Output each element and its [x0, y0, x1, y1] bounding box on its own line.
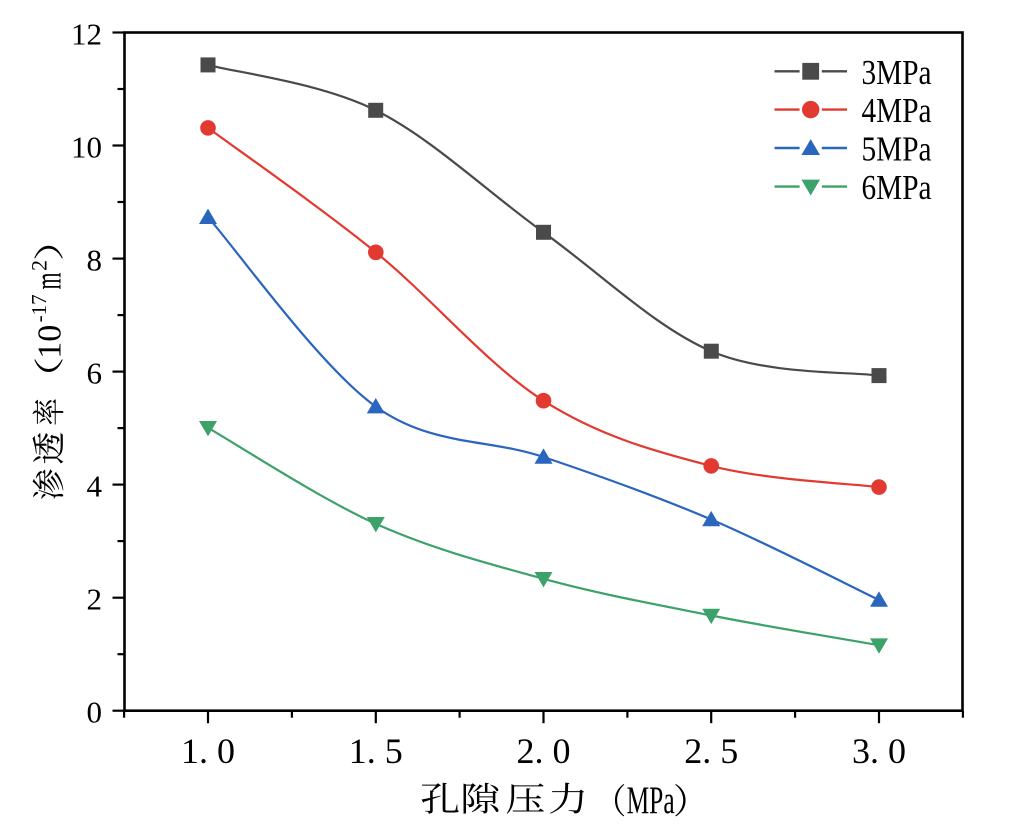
svg-text:1. 5: 1. 5 — [349, 731, 403, 771]
svg-text:6: 6 — [87, 355, 103, 390]
svg-text:2. 0: 2. 0 — [517, 731, 571, 771]
svg-text:10: 10 — [71, 129, 102, 164]
svg-text:2: 2 — [87, 582, 103, 617]
svg-text:3. 0: 3. 0 — [852, 731, 906, 771]
svg-text:10: 10 — [32, 325, 69, 359]
svg-text:4MPa: 4MPa — [862, 91, 932, 130]
svg-text:6MPa: 6MPa — [862, 168, 932, 207]
svg-text:2: 2 — [27, 260, 52, 271]
svg-text:12: 12 — [71, 16, 102, 51]
svg-text:5MPa: 5MPa — [862, 130, 932, 169]
svg-text:2. 5: 2. 5 — [684, 731, 738, 771]
svg-text:0: 0 — [87, 695, 103, 730]
svg-text:4: 4 — [87, 468, 103, 503]
svg-text:8: 8 — [87, 242, 103, 277]
svg-text:1. 0: 1. 0 — [181, 731, 235, 771]
svg-text:m: m — [28, 273, 70, 290]
svg-text:-17: -17 — [27, 294, 51, 322]
svg-text:3MPa: 3MPa — [862, 53, 932, 92]
svg-text:MPa: MPa — [627, 779, 675, 822]
